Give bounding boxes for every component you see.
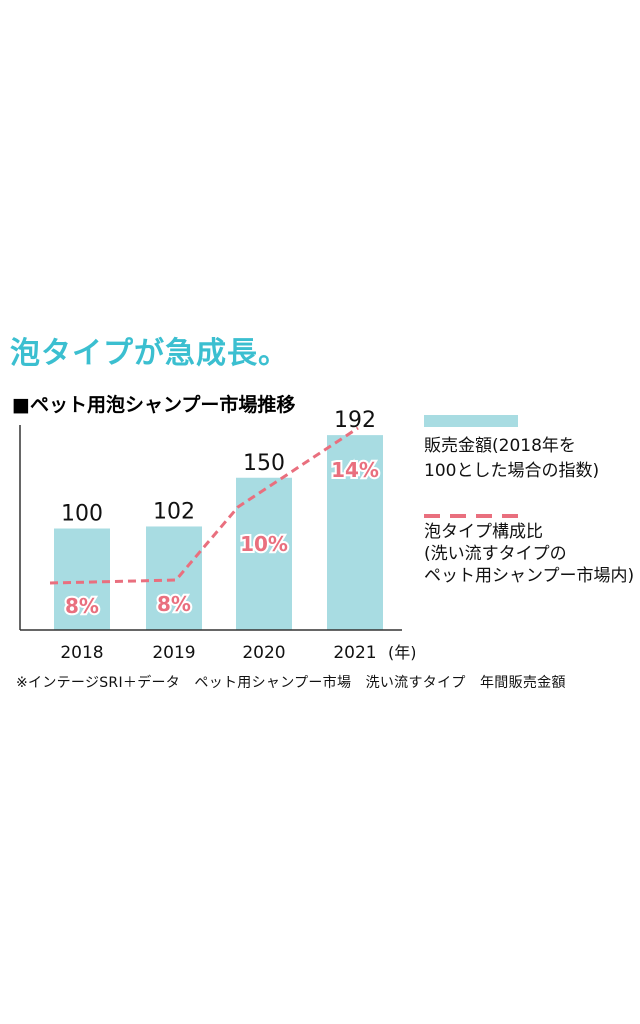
- bar-2018: [54, 528, 110, 630]
- x-tick-2021: 2021: [333, 643, 376, 663]
- line-layer: [49, 426, 359, 585]
- legend-bar-label-1: 販売金額(2018年を: [424, 436, 576, 456]
- bar-2020: [236, 477, 292, 630]
- chart: 100 2018 102 2019 150 2020 192 2021 (年) 8% 8% 10% 14…: [19, 408, 415, 663]
- percent-label-2018: 8%: [65, 594, 99, 618]
- percent-label-2020: 10%: [240, 532, 288, 556]
- x-tick-2020: 2020: [242, 643, 285, 663]
- chart-title: ■ペット用泡シャンプー市場推移: [12, 394, 296, 416]
- labels-layer: 100 2018 102 2019 150 2020 192 2021 (年) 8% 8% 10% 14…: [60, 408, 415, 663]
- legend-bar-label-2: 100とした場合の指数): [424, 461, 600, 481]
- legend-bar-swatch: [424, 415, 518, 427]
- bar-2019: [146, 526, 202, 630]
- legend-line-label-3: ペット用シャンプー市場内): [424, 566, 635, 586]
- headline: 泡タイプが急成長。: [10, 336, 289, 371]
- bars-layer: [54, 435, 383, 630]
- legend-line-label-1: 泡タイプ構成比: [424, 522, 543, 542]
- bar-value-label-2018: 100: [61, 502, 103, 527]
- x-tick-2018: 2018: [60, 643, 103, 663]
- legend-swatches: [424, 415, 518, 518]
- bar-2021: [327, 435, 383, 630]
- bar-value-label-2019: 102: [153, 499, 195, 524]
- bar-value-label-2020: 150: [243, 451, 285, 476]
- percent-label-2019: 8%: [157, 592, 191, 616]
- legend-line-label-2: (洗い流すタイプの: [424, 544, 567, 564]
- footnote: ※インテージSRI＋データ ペット用シャンプー市場 洗い流すタイプ 年間販売金額: [16, 675, 566, 691]
- bar-value-label-2021: 192: [334, 408, 376, 433]
- percent-label-2021: 14%: [331, 458, 379, 482]
- composition-line: [49, 426, 359, 585]
- x-tick-2019: 2019: [152, 643, 195, 663]
- x-unit-label: (年): [388, 643, 415, 662]
